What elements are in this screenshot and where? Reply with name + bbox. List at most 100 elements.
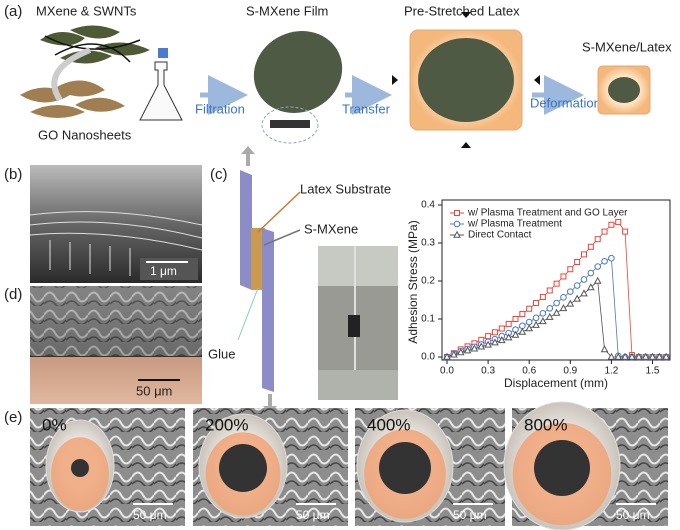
marker bbox=[553, 280, 560, 287]
marker bbox=[655, 352, 664, 360]
label: GO Nanosheets bbox=[38, 127, 132, 142]
panel-label: (b) bbox=[4, 166, 22, 183]
arrow bbox=[51, 47, 92, 102]
film bbox=[253, 31, 343, 113]
marker bbox=[497, 336, 506, 344]
marker bbox=[594, 263, 602, 270]
swnts bbox=[44, 35, 141, 63]
strain-label: 200% bbox=[205, 415, 248, 434]
go-flakes bbox=[20, 80, 125, 118]
sample-film bbox=[348, 315, 360, 337]
film bbox=[379, 442, 431, 494]
label: MXene & SWNTs bbox=[36, 3, 137, 18]
marker bbox=[587, 269, 595, 277]
marker bbox=[518, 327, 527, 335]
pointer bbox=[257, 191, 301, 233]
y-tick-label: 0.4 bbox=[421, 200, 435, 211]
marker bbox=[607, 352, 616, 360]
marker bbox=[463, 346, 472, 354]
film-section bbox=[270, 120, 310, 128]
pointer bbox=[263, 229, 301, 246]
marker bbox=[532, 320, 540, 328]
marker bbox=[601, 257, 608, 265]
fibers bbox=[29, 211, 203, 276]
marker bbox=[560, 294, 567, 301]
label: S-MXene bbox=[304, 221, 358, 236]
panel-label: (d) bbox=[4, 286, 22, 303]
marker bbox=[622, 228, 629, 235]
marker bbox=[614, 352, 623, 360]
marker bbox=[567, 288, 574, 295]
scale-label: 50 μm bbox=[296, 508, 330, 522]
film bbox=[219, 444, 267, 492]
marker bbox=[587, 283, 595, 291]
marker bbox=[573, 294, 581, 302]
marker bbox=[491, 338, 499, 346]
pointer bbox=[237, 287, 259, 341]
scale-label: 50 μm bbox=[616, 508, 650, 522]
label: Filtration bbox=[195, 101, 245, 116]
marker bbox=[519, 311, 526, 318]
marker bbox=[545, 312, 554, 320]
marker bbox=[539, 293, 546, 300]
photo-bg bbox=[318, 246, 398, 286]
marker bbox=[498, 325, 505, 332]
marker bbox=[477, 342, 486, 350]
marker bbox=[580, 289, 588, 297]
plate bbox=[240, 170, 252, 290]
legend-label: w/ Plasma Treatment and GO Layer bbox=[467, 208, 628, 219]
marker bbox=[552, 308, 561, 316]
marker bbox=[539, 310, 547, 317]
panel-d: (d) 50 μm bbox=[4, 286, 202, 404]
marker bbox=[526, 305, 533, 312]
marker bbox=[443, 352, 451, 360]
scale-label: 50 μm bbox=[453, 508, 487, 522]
marker bbox=[560, 273, 567, 280]
marker bbox=[485, 333, 492, 340]
marker bbox=[532, 314, 540, 322]
wrinkles bbox=[30, 286, 202, 356]
marker bbox=[587, 243, 594, 250]
marker bbox=[641, 352, 650, 360]
marker bbox=[504, 333, 513, 341]
strain-label: 800% bbox=[524, 415, 567, 434]
marker bbox=[628, 352, 636, 360]
latex-substrate bbox=[251, 228, 265, 290]
label: Transfer bbox=[342, 101, 391, 116]
panel-e: (e) 0% 50 μm 200% 50 μm 400% 50 μm 800% 50 μm bbox=[4, 401, 668, 530]
marker bbox=[539, 317, 547, 325]
x-tick-label: 0.9 bbox=[563, 366, 577, 377]
marker bbox=[574, 259, 581, 265]
panel-label: (a) bbox=[4, 3, 22, 20]
film bbox=[608, 77, 640, 103]
film bbox=[418, 38, 514, 122]
strain-label: 400% bbox=[367, 415, 410, 434]
plate bbox=[262, 228, 274, 392]
marker bbox=[553, 299, 560, 307]
label: S-MXene/Latex bbox=[582, 39, 672, 54]
marker bbox=[634, 352, 643, 360]
chart: Displacement (mm) Adhesion Stress (MPa) … bbox=[406, 199, 671, 390]
marker bbox=[484, 340, 492, 348]
marker bbox=[621, 352, 629, 360]
marker bbox=[567, 266, 574, 273]
funnel bbox=[158, 48, 168, 58]
marker bbox=[662, 352, 671, 360]
marker bbox=[593, 276, 602, 284]
scale-label: 50 μm bbox=[136, 383, 172, 398]
mxene-flakes bbox=[40, 25, 150, 64]
marker bbox=[456, 348, 465, 356]
x-tick-label: 0.6 bbox=[522, 366, 536, 377]
x-tick-label: 1.5 bbox=[646, 366, 660, 377]
marker bbox=[525, 318, 533, 326]
marker bbox=[470, 344, 479, 352]
panel-c: (c) Latex Substrate S-MXene Glue bbox=[208, 146, 398, 414]
marker bbox=[608, 221, 615, 228]
label: Latex Substrate bbox=[300, 181, 391, 196]
x-tick-label: 1.2 bbox=[604, 366, 618, 377]
marker bbox=[511, 330, 520, 338]
marker bbox=[573, 282, 581, 289]
marker bbox=[566, 299, 575, 307]
marker bbox=[546, 305, 554, 312]
